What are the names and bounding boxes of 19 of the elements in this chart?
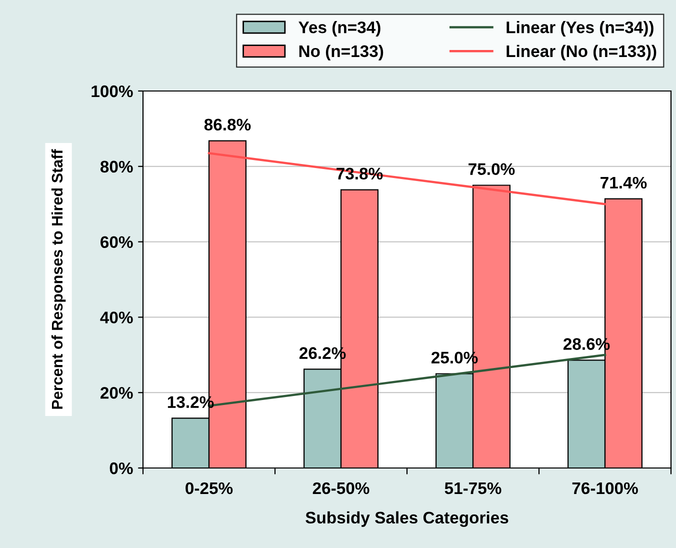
data-label: 71.4% — [600, 176, 647, 189]
x-tick-label: 0-25% — [186, 482, 233, 494]
legend-label: No (n=133) — [299, 44, 384, 60]
y-tick-label: 80% — [100, 160, 133, 173]
data-label: 75.0% — [468, 163, 515, 176]
y-tick-label: 60% — [100, 236, 133, 248]
y-axis-title: Percent of Responses to Hired Staff — [51, 149, 66, 409]
x-tick-label: 76-100% — [572, 482, 638, 494]
x-tick-label: 51-75% — [444, 482, 502, 494]
y-tick-label: 40% — [100, 312, 133, 324]
legend-label: Linear (Yes (n=34)) — [506, 21, 654, 37]
x-axis-title: Subsidy Sales Categories — [306, 511, 508, 527]
x-tick-label: 26-50% — [312, 482, 370, 494]
y-tick-label: 0% — [110, 462, 133, 474]
data-label: 86.8% — [204, 118, 251, 131]
legend-label: Linear (No (n=133)) — [506, 44, 656, 60]
y-tick-label: 20% — [100, 387, 133, 399]
legend-label: Yes (n=34) — [298, 21, 380, 37]
y-tick-label: 100% — [92, 85, 133, 98]
